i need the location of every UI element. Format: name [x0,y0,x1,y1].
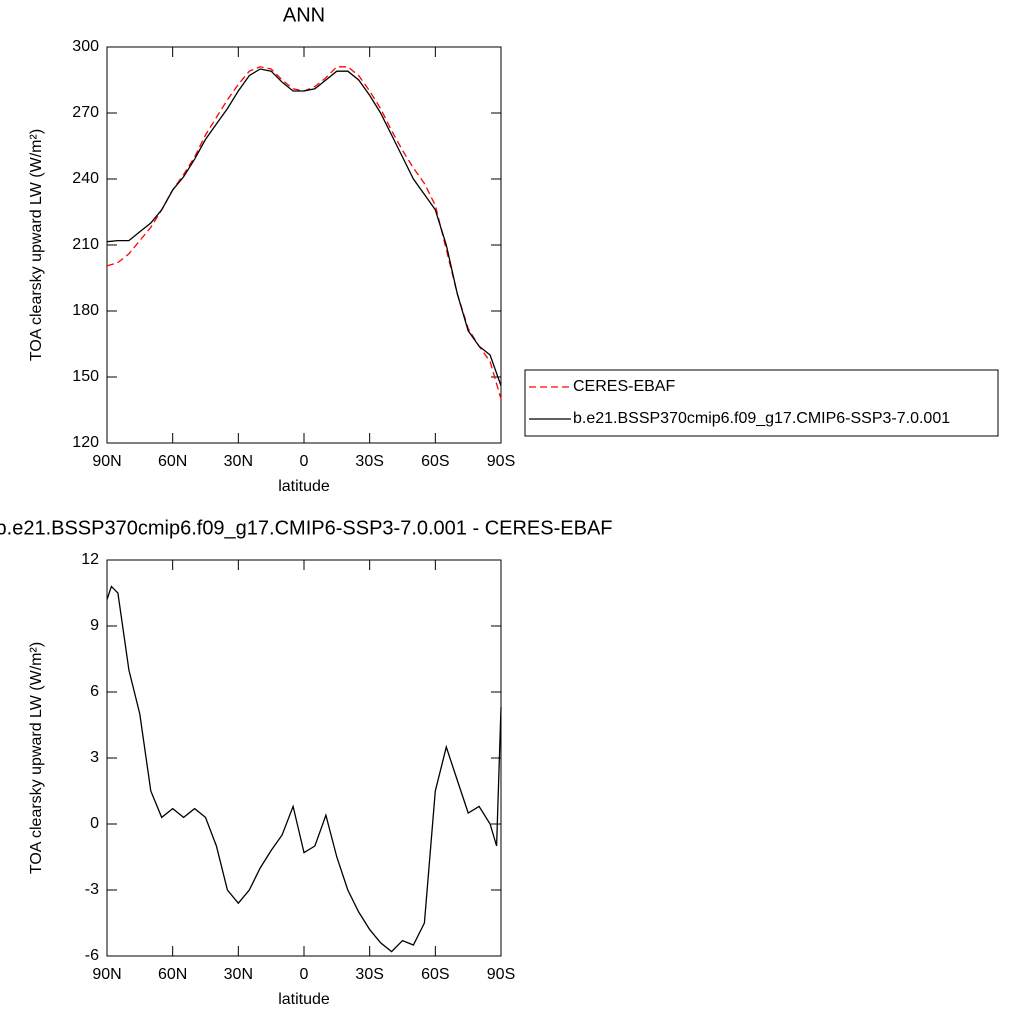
x-tick-label: 30S [355,966,383,983]
y-tick-label: -6 [85,947,99,964]
y-tick-label: 0 [90,815,99,832]
x-tick-label: 60S [421,966,449,983]
x-tick-label: 30N [224,453,253,470]
y-tick-label: 210 [72,236,99,253]
y-tick-label: 270 [72,104,99,121]
x-tick-label: 90S [487,966,515,983]
x-tick-label: 0 [300,966,309,983]
y-tick-label: 120 [72,434,99,451]
series-line [106,585,502,953]
y-axis-label: TOA clearsky upward LW (W/m²) [28,642,45,874]
legend-label: CERES-EBAF [573,378,675,395]
chart-title: b.e21.BSSP370cmip6.f09_g17.CMIP6-SSP3-7.… [0,517,612,539]
legend-label: b.e21.BSSP370cmip6.f09_g17.CMIP6-SSP3-7.… [573,410,950,427]
x-tick-label: 90N [92,966,121,983]
x-tick-label: 60N [158,966,187,983]
y-tick-label: 240 [72,170,99,187]
y-tick-label: 9 [90,617,99,634]
series-line [106,68,502,387]
x-tick-label: 60S [421,453,449,470]
x-tick-label: 90N [92,453,121,470]
y-axis-label: TOA clearsky upward LW (W/m²) [28,129,45,361]
x-tick-label: 90S [487,453,515,470]
plot-frame [106,559,502,957]
legend-box [524,369,999,437]
x-axis-label: latitude [278,478,330,495]
chart-title: ANN [283,4,325,26]
x-tick-label: 60N [158,453,187,470]
y-tick-label: 180 [72,302,99,319]
x-tick-label: 30N [224,966,253,983]
y-tick-label: -3 [85,881,99,898]
y-tick-label: 12 [81,551,99,568]
plot-frame [106,46,502,444]
y-tick-label: 300 [72,38,99,55]
x-tick-label: 0 [300,453,309,470]
y-tick-label: 3 [90,749,99,766]
x-axis-label: latitude [278,991,330,1008]
y-tick-label: 150 [72,368,99,385]
x-tick-label: 30S [355,453,383,470]
y-tick-label: 6 [90,683,99,700]
